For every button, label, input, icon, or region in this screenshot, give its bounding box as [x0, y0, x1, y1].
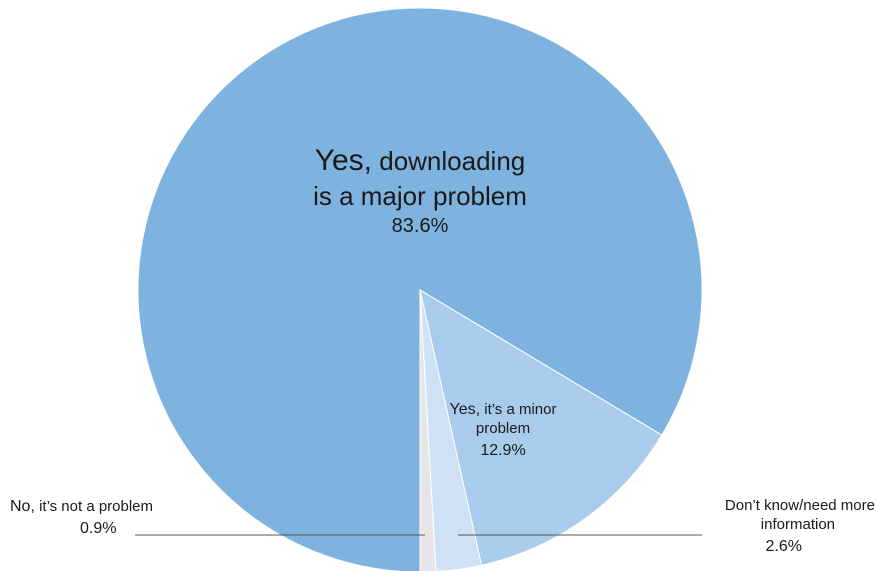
- slice-label-dont-know: Don’t know/need more information 2.6%: [655, 497, 875, 557]
- slice-not-a-problem: [419, 289, 437, 571]
- minor-label-percent: 12.9%: [480, 441, 526, 459]
- no-label-text: it’s not a problem: [34, 498, 154, 515]
- major-label-line1: downloading: [372, 146, 526, 176]
- minor-label-line2: problem: [475, 420, 531, 437]
- slice-label-not-a-problem: No, it’s not a problem 0.9%: [10, 497, 240, 539]
- major-label-line2: is a major problem: [313, 180, 527, 211]
- dk-label-line2: information: [760, 515, 835, 533]
- slice-label-major-problem: Yes, downloading is a major problem 83.6…: [240, 142, 600, 239]
- minor-label-bold: Yes,: [449, 401, 481, 418]
- dk-label-percent: 2.6%: [765, 537, 802, 555]
- major-label-percent: 83.6%: [391, 215, 449, 237]
- pie-slices: [137, 7, 703, 571]
- slice-minor-problem: [419, 288, 663, 566]
- slice-label-minor-problem: Yes, it’s a minor problem 12.9%: [418, 400, 588, 461]
- minor-label-line1: it’s a minor: [480, 401, 557, 418]
- no-label-percent: 0.9%: [80, 520, 117, 537]
- dk-label-line1: Don’t know/need more: [724, 497, 875, 514]
- slice-dont-know: [419, 289, 483, 571]
- no-label-bold: No,: [10, 498, 35, 515]
- major-label-bold: Yes,: [314, 144, 373, 177]
